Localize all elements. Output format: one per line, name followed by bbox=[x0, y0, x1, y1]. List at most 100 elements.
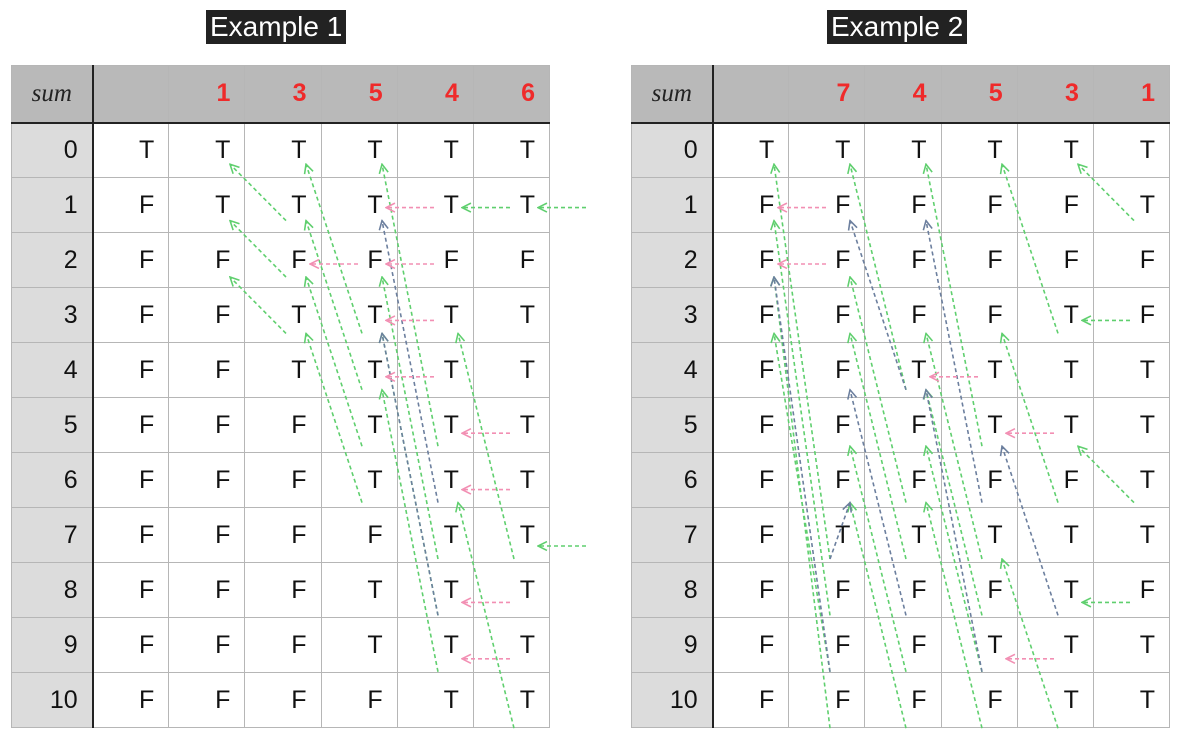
table-cell: F bbox=[244, 672, 322, 728]
sum-row-label: 0 bbox=[10, 122, 94, 178]
table-cell: T bbox=[320, 122, 398, 178]
table-cell: T bbox=[940, 397, 1018, 453]
table-cell: F bbox=[788, 617, 866, 673]
table-cell: F bbox=[712, 617, 790, 673]
sum-row-label: 5 bbox=[10, 397, 94, 453]
sum-header: sum bbox=[10, 65, 94, 124]
table-cell: T bbox=[320, 287, 398, 343]
table-cell: T bbox=[940, 617, 1018, 673]
item-value-header: 6 bbox=[472, 65, 551, 124]
table-cell: T bbox=[1016, 617, 1094, 673]
table-cell: T bbox=[1016, 342, 1094, 398]
table-cell: F bbox=[244, 562, 322, 618]
table-cell: F bbox=[712, 672, 790, 728]
table-cell: F bbox=[320, 507, 398, 563]
sum-row-label: 7 bbox=[10, 507, 94, 563]
sum-row-label: 3 bbox=[10, 287, 94, 343]
sum-row-label: 9 bbox=[630, 617, 714, 673]
table-cell: F bbox=[244, 452, 322, 508]
dp-table: sum 7 4 5 3 1 0 T T T T T T 1 F F F F F T 2 F F F F F F 3 F F F F T F 4 F F T… bbox=[630, 65, 1171, 728]
table-cell: T bbox=[396, 562, 474, 618]
table-cell: F bbox=[92, 397, 170, 453]
table-cell: T bbox=[1092, 672, 1171, 728]
table-cell: F bbox=[940, 672, 1018, 728]
table-cell: T bbox=[472, 617, 551, 673]
table-cell: F bbox=[1016, 177, 1094, 233]
table-cell: F bbox=[788, 177, 866, 233]
table-cell: F bbox=[788, 287, 866, 343]
table-cell: F bbox=[92, 672, 170, 728]
table-cell: T bbox=[396, 672, 474, 728]
item-value-header: 1 bbox=[168, 65, 246, 124]
table-cell: F bbox=[168, 617, 246, 673]
table-cell: T bbox=[1016, 397, 1094, 453]
table-cell: F bbox=[92, 562, 170, 618]
table-cell: F bbox=[712, 287, 790, 343]
table-cell: F bbox=[92, 452, 170, 508]
table-cell: F bbox=[788, 397, 866, 453]
table-cell: F bbox=[1092, 232, 1171, 288]
table-cell: T bbox=[244, 122, 322, 178]
empty-header-cell bbox=[712, 65, 790, 124]
sum-row-label: 1 bbox=[10, 177, 94, 233]
table-cell: F bbox=[320, 672, 398, 728]
sum-row-label: 0 bbox=[630, 122, 714, 178]
table-cell: T bbox=[788, 507, 866, 563]
table-cell: F bbox=[168, 287, 246, 343]
example-title: Example 1 bbox=[206, 10, 347, 44]
table-cell: F bbox=[712, 397, 790, 453]
sum-row-label: 10 bbox=[630, 672, 714, 728]
table-cell: T bbox=[396, 287, 474, 343]
table-cell: T bbox=[472, 342, 551, 398]
dp-table: sum 1 3 5 4 6 0 T T T T T T 1 F T T T T T 2 F F F F F F 3 F F T T T T 4 F F T… bbox=[10, 65, 551, 728]
table-cell: F bbox=[864, 177, 942, 233]
table-cell: T bbox=[396, 617, 474, 673]
table-cell: T bbox=[940, 342, 1018, 398]
table-cell: T bbox=[864, 342, 942, 398]
sum-row-label: 6 bbox=[630, 452, 714, 508]
table-cell: F bbox=[712, 232, 790, 288]
table-cell: T bbox=[1092, 617, 1171, 673]
sum-row-label: 3 bbox=[630, 287, 714, 343]
table-cell: F bbox=[244, 232, 322, 288]
sum-row-label: 6 bbox=[10, 452, 94, 508]
table-cell: T bbox=[1016, 287, 1094, 343]
table-cell: T bbox=[864, 122, 942, 178]
sum-row-label: 2 bbox=[10, 232, 94, 288]
table-cell: T bbox=[864, 507, 942, 563]
table-cell: T bbox=[1092, 342, 1171, 398]
item-value-header: 5 bbox=[940, 65, 1018, 124]
table-cell: F bbox=[92, 617, 170, 673]
item-value-header: 3 bbox=[1016, 65, 1094, 124]
table-cell: F bbox=[1092, 562, 1171, 618]
table-cell: T bbox=[1016, 562, 1094, 618]
sum-row-label: 4 bbox=[630, 342, 714, 398]
table-cell: F bbox=[1016, 452, 1094, 508]
table-cell: F bbox=[788, 452, 866, 508]
table-cell: F bbox=[788, 562, 866, 618]
table-cell: F bbox=[940, 452, 1018, 508]
sum-row-label: 10 bbox=[10, 672, 94, 728]
item-value-header: 5 bbox=[320, 65, 398, 124]
table-cell: F bbox=[712, 452, 790, 508]
table-cell: F bbox=[788, 672, 866, 728]
table-cell: F bbox=[168, 397, 246, 453]
empty-header-cell bbox=[92, 65, 170, 124]
sum-row-label: 2 bbox=[630, 232, 714, 288]
table-cell: F bbox=[712, 562, 790, 618]
